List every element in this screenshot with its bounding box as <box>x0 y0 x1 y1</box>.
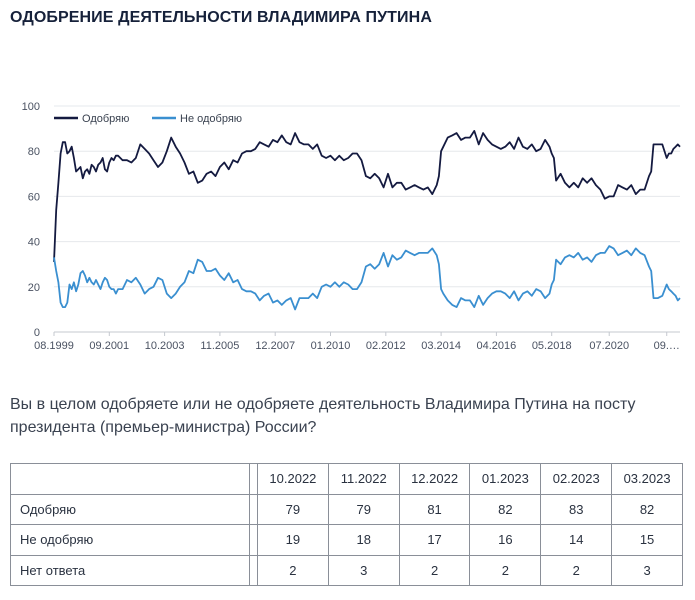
table-row: Одобряю 79 79 81 82 83 82 <box>10 493 683 525</box>
x-tick-label: 09.… <box>654 340 680 352</box>
x-tick-label: 03.2014 <box>421 340 461 352</box>
table-column-header: 01.2023 <box>469 463 542 495</box>
table-column-header: 12.2022 <box>398 463 471 495</box>
table-cell: 17 <box>398 524 471 556</box>
table-cell: 82 <box>469 493 542 525</box>
table-cell: 83 <box>540 493 613 525</box>
y-tick-label: 80 <box>28 146 40 158</box>
table-cell: 82 <box>611 493 683 525</box>
table-cell: 2 <box>398 554 471 586</box>
table-cell: 3 <box>611 554 683 586</box>
table-cell: 16 <box>469 524 542 556</box>
table-cell: 79 <box>257 493 329 525</box>
table-cell: 15 <box>611 524 683 556</box>
series-line-approve <box>53 130 681 262</box>
table-spacer-cell <box>249 463 258 495</box>
row-label-no-answer: Нет ответа <box>10 554 250 586</box>
table-spacer-cell <box>249 524 258 556</box>
series-line-disapprove <box>53 245 681 311</box>
row-label-approve: Одобряю <box>10 493 250 525</box>
x-tick-label: 02.2012 <box>366 340 406 352</box>
table-row: Не одобряю 19 18 17 16 14 15 <box>10 524 683 556</box>
x-tick-label: 07.2020 <box>589 340 629 352</box>
legend: Одобряю Не одобряю <box>54 113 242 125</box>
x-axis-ticks: 08.1999 09.2001 10.2003 11.2005 12.2007 01.20… <box>34 332 680 352</box>
x-tick-label: 10.2003 <box>145 340 185 352</box>
table-cell: 18 <box>327 524 400 556</box>
table-cell: 2 <box>540 554 613 586</box>
y-tick-label: 60 <box>28 191 40 203</box>
legend-label: Одобряю <box>82 113 129 125</box>
gridlines <box>54 105 680 333</box>
x-tick-label: 01.2010 <box>311 340 351 352</box>
table-header-row: 10.2022 11.2022 12.2022 01.2023 02.2023 … <box>10 463 683 495</box>
table-cell: 2 <box>469 554 542 586</box>
table-column-header: 11.2022 <box>327 463 400 495</box>
table-cell: 14 <box>540 524 613 556</box>
y-tick-label: 0 <box>34 327 40 339</box>
table-cell: 81 <box>398 493 471 525</box>
table-spacer-cell <box>249 493 258 525</box>
table-cell: 3 <box>327 554 400 586</box>
x-tick-label: 12.2007 <box>255 340 295 352</box>
x-tick-label: 11.2005 <box>200 340 239 352</box>
table-cell: 2 <box>257 554 329 586</box>
table-column-header: 03.2023 <box>611 463 683 495</box>
y-tick-label: 100 <box>22 101 40 113</box>
y-tick-label: 40 <box>28 237 40 249</box>
table-spacer-cell <box>249 554 258 586</box>
x-tick-label: 09.2001 <box>89 340 129 352</box>
table-column-header: 02.2023 <box>540 463 613 495</box>
table-cell: 19 <box>257 524 329 556</box>
x-tick-label: 05.2018 <box>532 340 572 352</box>
table-corner-cell <box>10 463 250 495</box>
poll-results-table: 10.2022 11.2022 12.2022 01.2023 02.2023 … <box>10 463 683 586</box>
x-tick-label: 04.2016 <box>477 340 517 352</box>
y-axis-ticks: 0 20 40 60 80 100 <box>22 101 40 339</box>
y-tick-label: 20 <box>28 282 40 294</box>
legend-label: Не одобряю <box>180 113 242 125</box>
table-cell: 79 <box>327 493 400 525</box>
chart-title: ОДОБРЕНИЕ ДЕЯТЕЛЬНОСТИ ВЛАДИМИРА ПУТИНА <box>10 9 432 26</box>
table-row: Нет ответа 2 3 2 2 2 3 <box>10 554 683 586</box>
table-column-header: 10.2022 <box>257 463 329 495</box>
row-label-disapprove: Не одобряю <box>10 524 250 556</box>
x-tick-label: 08.1999 <box>34 340 74 352</box>
approval-line-chart: 0 20 40 60 80 100 08.1999 09.2001 10.2003 11.200… <box>22 101 681 352</box>
survey-question: Вы в целом одобряете или не одобряете де… <box>10 396 636 436</box>
series-lines <box>53 130 681 311</box>
